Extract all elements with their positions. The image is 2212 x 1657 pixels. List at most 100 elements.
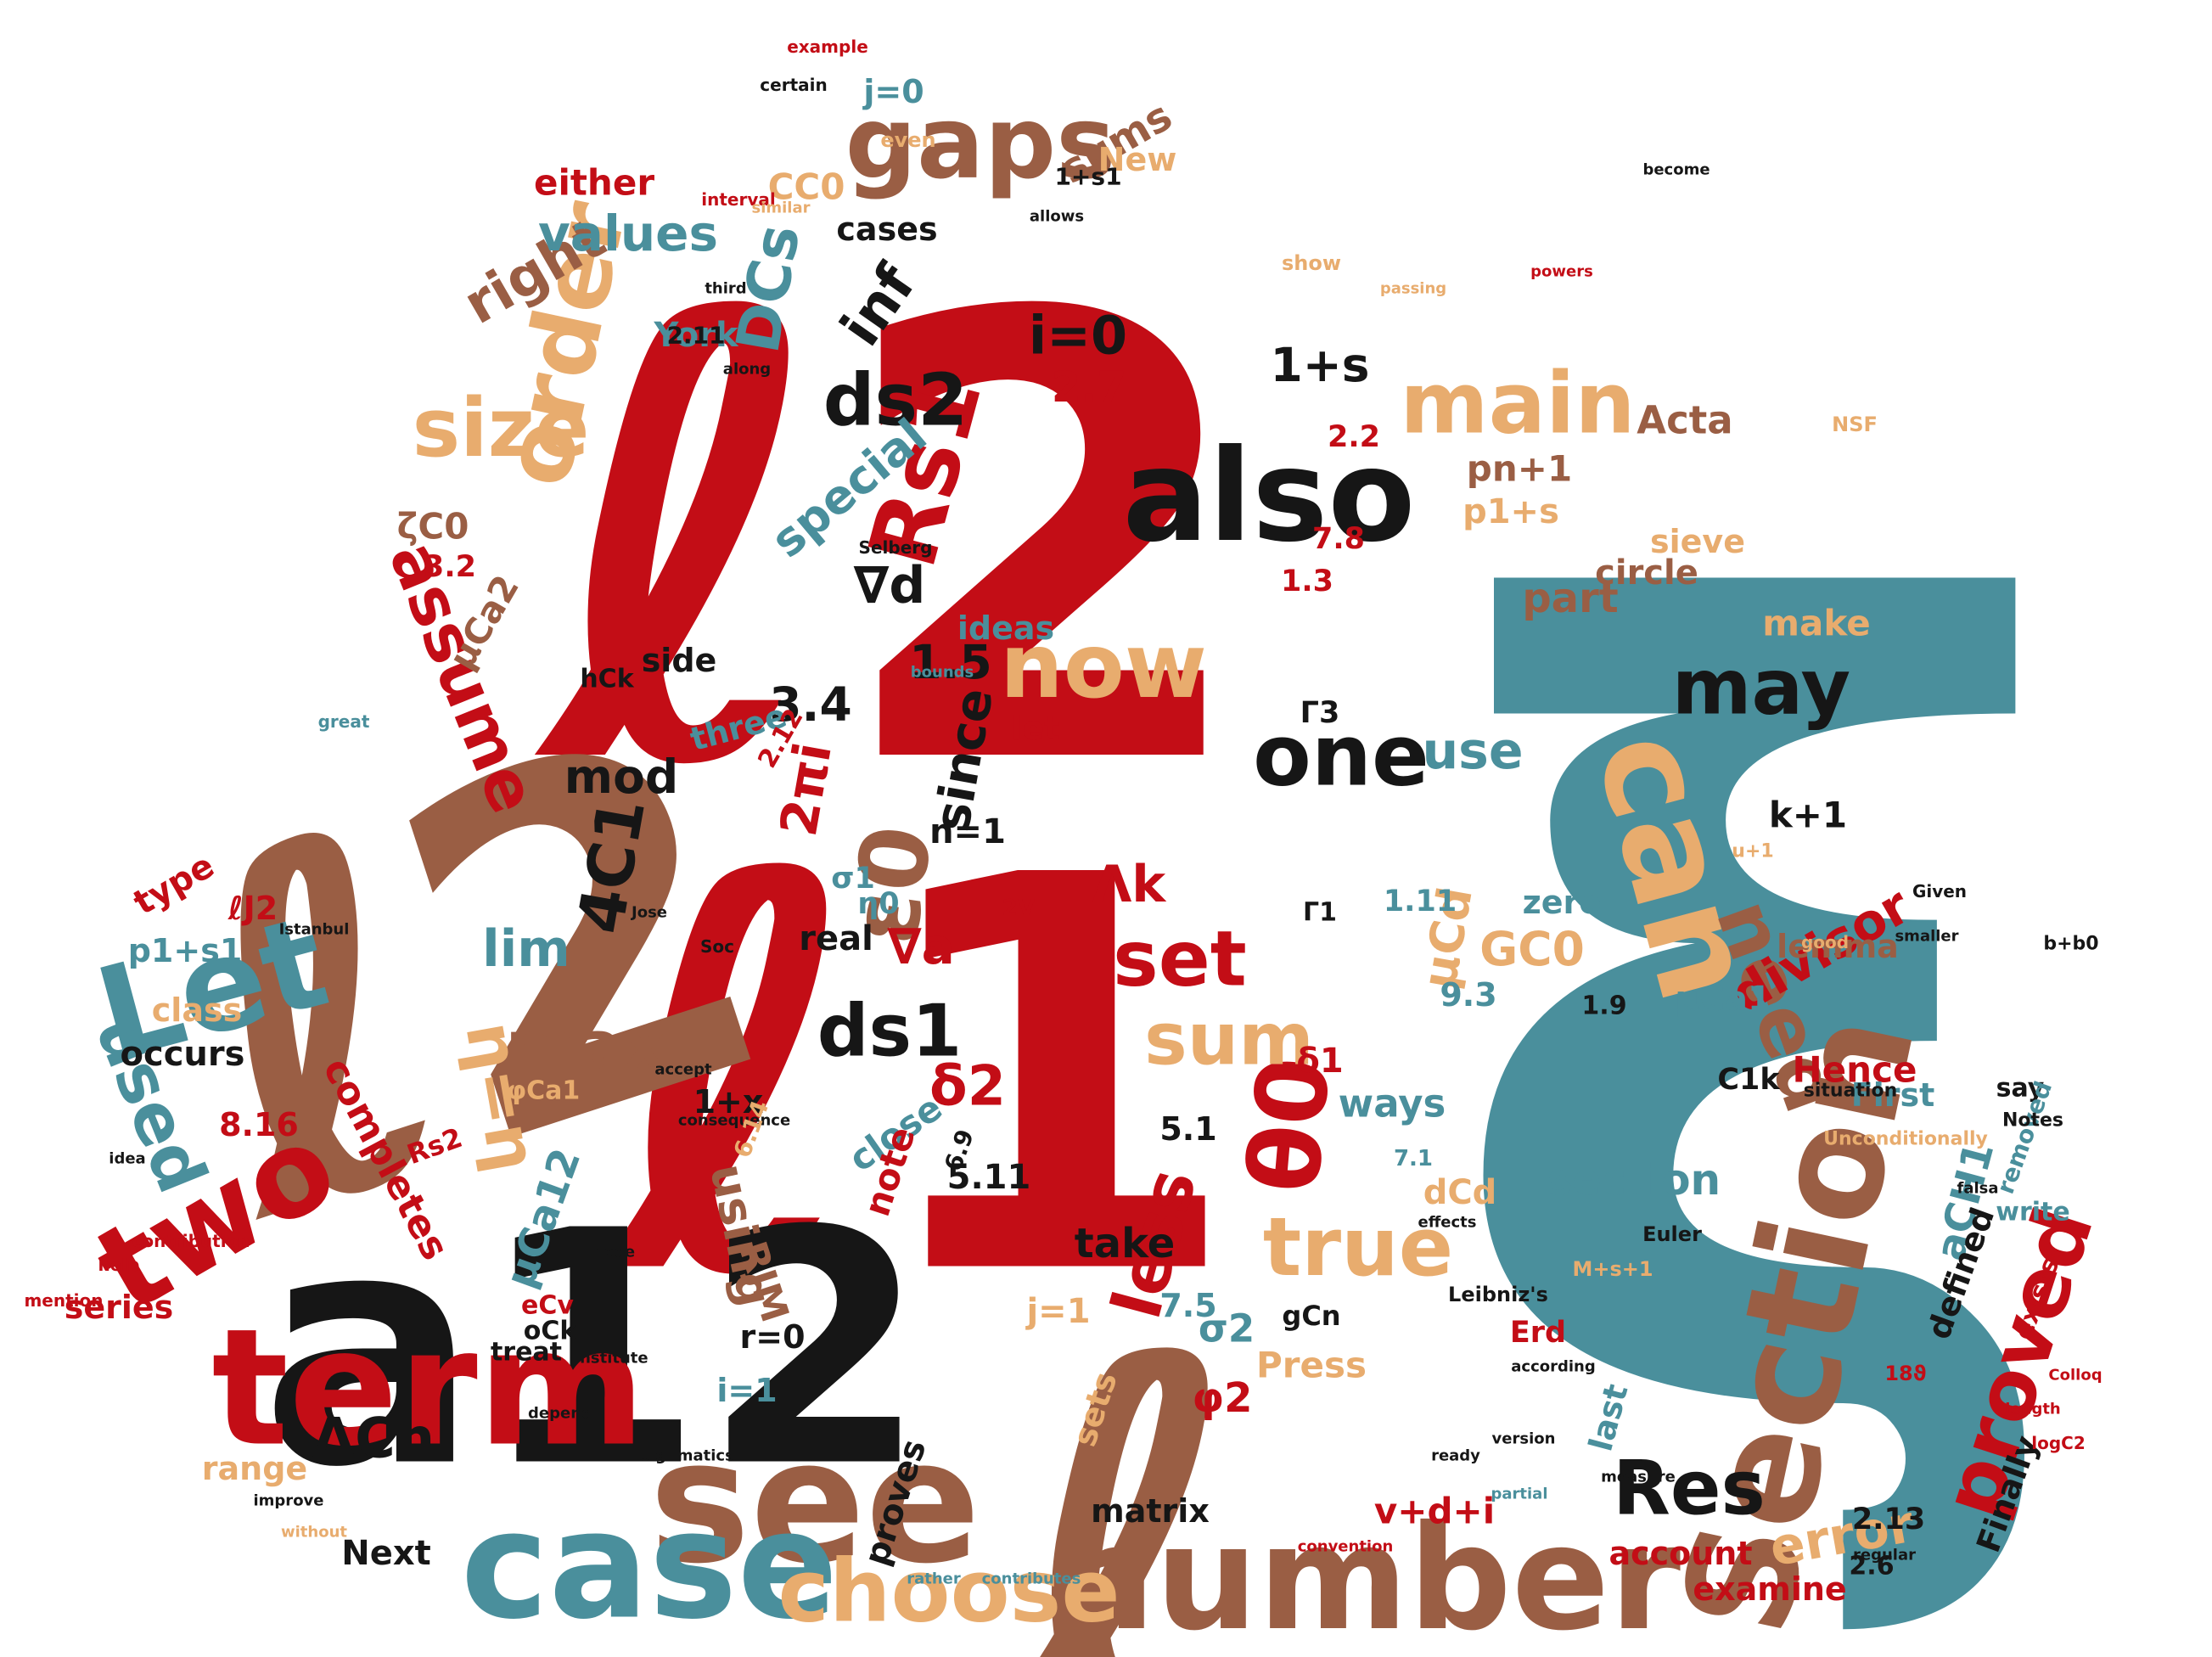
cloud-word: 2.7 [1052,362,1127,412]
cloud-word: situation [1804,1081,1898,1102]
cloud-word: 2.11 [666,322,725,350]
cloud-word: ∇a [887,918,955,975]
cloud-word: φ2 [1193,1374,1253,1422]
cloud-word: lemma [1777,928,1899,965]
cloud-word: zero [1523,884,1602,921]
cloud-word: cases [836,211,937,248]
cloud-word: ℓ2 [533,188,1256,899]
cloud-word: New [1098,141,1177,178]
cloud-word: p1+s1 [128,932,243,969]
cloud-word: i=1 [716,1372,777,1409]
cloud-word: Notes [2002,1110,2063,1132]
cloud-word: idea [109,1150,145,1168]
cloud-word: ds2 [823,359,968,443]
cloud-word: 7.1 [1394,1146,1433,1171]
cloud-word: third [705,280,746,298]
cloud-word: side [642,642,717,679]
cloud-word: n=1 [929,812,1006,851]
cloud-word: ℓ1 [599,762,1242,1395]
cloud-word: either [534,162,654,204]
cloud-word: ΛCn [312,1407,435,1471]
cloud-word: Istanbul [279,921,350,939]
cloud-word: say [1996,1074,2045,1104]
cloud-word: rather [907,1570,961,1588]
cloud-word: interval [701,189,775,210]
cloud-word: 1.3 [1281,565,1333,598]
cloud-word: φCa1 [507,1076,581,1106]
cloud-silhouette [34,41,2189,1604]
cloud-word: Unconditionally [1823,1129,1988,1150]
cloud-word: 7.8 [1312,522,1365,556]
cloud-word: ds1 [817,990,963,1074]
cloud-word: pn+1 [1467,448,1572,490]
cloud-word: lim [482,919,570,979]
cloud-word: use [1422,722,1523,781]
cloud-word: 1.11 [1384,885,1457,918]
cloud-word: convention [1298,1538,1394,1556]
cloud-word: σ2 [1199,1306,1255,1351]
cloud-word: C1k [1717,1063,1780,1097]
cloud-word: ∇d [854,556,926,615]
cloud-word: set [1113,915,1247,1004]
cloud-word: Γ1 [1303,898,1337,928]
cloud-word: allows [1030,208,1084,226]
cloud-word: now [1000,615,1207,718]
cloud-word: Press [1256,1345,1367,1386]
cloud-word: matrix [1091,1492,1210,1530]
cloud-word: similar [751,199,810,217]
cloud-word: gaps [845,84,1116,201]
cloud-word: Selberg [859,537,933,558]
cloud-word: mode [587,1244,635,1261]
cloud-word: 1+s1 [1054,163,1121,191]
cloud-word: ℓJ2 [227,890,278,927]
cloud-word: 8.16 [219,1106,299,1143]
cloud-word: part [1522,575,1618,622]
cloud-word: M+s+1 [1572,1257,1653,1281]
cloud-word: dCd [1423,1173,1497,1212]
cloud-word: Jose [630,904,667,922]
cloud-word: Acta [1637,398,1732,443]
cloud-word: effects [1418,1214,1477,1232]
cloud-word: Γ3 [1300,696,1340,730]
cloud-word: good [1801,932,1849,952]
cloud-word: real [799,919,873,958]
cloud-word: ξ [1436,395,2078,1657]
cloud-word: Soc [700,936,734,957]
cloud-word: size [413,382,590,475]
cloud-word: 2V [1002,896,1035,921]
cloud-word: York [653,316,739,355]
cloud-word: according [1511,1358,1595,1376]
cloud-word: improve [254,1492,324,1510]
cloud-word: signmatics [641,1447,734,1465]
cloud-word: passing [1380,280,1446,298]
cloud-word: one [1253,706,1429,806]
cloud-word: j=0 [862,73,924,110]
cloud-word: mention [24,1290,103,1311]
cloud-word: 2.2 [1328,420,1380,454]
cloud-word: p1+s [1463,492,1559,531]
cloud-word: 3.4 [769,677,851,732]
cloud-word: take [1075,1220,1176,1267]
cloud-word: smaller [1895,928,1958,946]
cloud-word: Hence [1793,1049,1917,1091]
cloud-word: ready [1431,1447,1480,1465]
cloud-word: example [787,37,868,57]
cloud-word: 2.6 [1849,1552,1894,1581]
cloud-word: Colloq [2048,1367,2102,1385]
cloud-word: 1.9 [1581,991,1626,1021]
cloud-word: 1+s [1270,338,1369,392]
cloud-word: measure [1601,1469,1676,1486]
cloud-word: logC2 [2031,1433,2086,1453]
cloud-word: examine [1693,1570,1846,1608]
cloud-word: choose [778,1542,1120,1643]
cloud-word: along [723,361,771,379]
cloud-word: become [1642,161,1710,179]
cloud-word: accept [654,1061,712,1079]
cloud-word: v+d+i [1374,1491,1495,1532]
cloud-word: let [1012,710,1060,747]
cloud-word: even [880,128,935,152]
cloud-word: contribution [132,1231,250,1251]
cloud-word: r=0 [739,1318,805,1356]
cloud-word: 7.5 [1159,1287,1216,1324]
cloud-word: ways [1339,1081,1446,1126]
